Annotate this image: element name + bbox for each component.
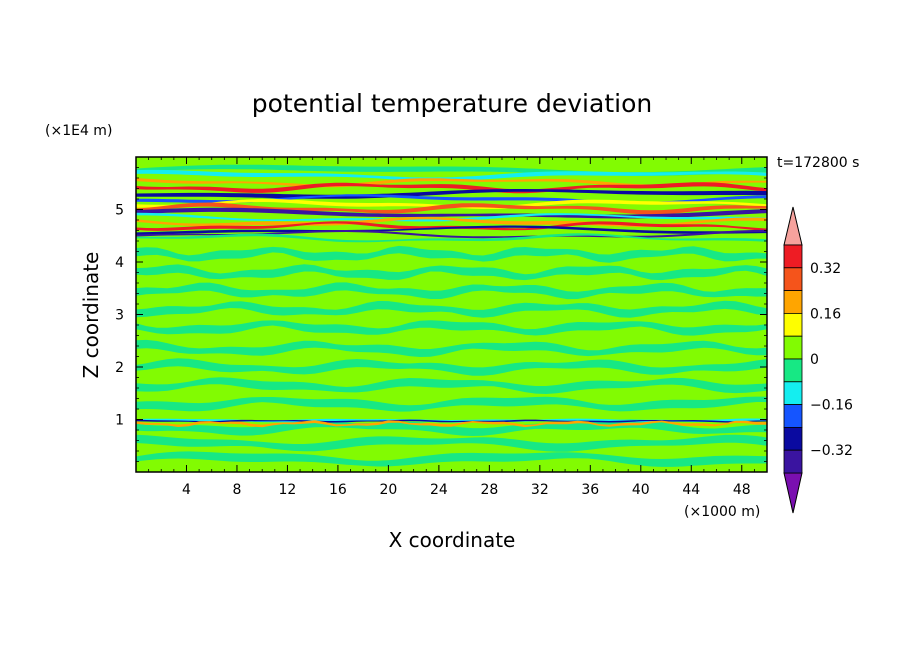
x-tick-label: 24 — [430, 482, 448, 498]
orange-streak — [136, 420, 767, 428]
colorbar-label: −0.32 — [810, 443, 853, 459]
y-tick-label: 4 — [115, 255, 124, 271]
colorbar-max-extend — [783, 206, 803, 246]
teal-streak — [136, 358, 767, 376]
blue-streak — [136, 419, 767, 423]
teal-streak — [136, 245, 767, 263]
teal-streak — [136, 320, 767, 336]
upper-layer-band — [136, 189, 767, 199]
teal-streak — [136, 282, 767, 300]
colorbar-swatch — [783, 449, 803, 474]
x-axis-unit: (×1000 m) — [684, 504, 760, 520]
colorbar-swatch — [783, 244, 803, 269]
teal-streak — [136, 451, 767, 467]
y-tick-label: 5 — [115, 203, 124, 219]
colorbar-swatch — [783, 290, 803, 314]
upper-layer-band — [136, 182, 767, 194]
colorbar-swatch — [783, 267, 803, 291]
upper-layer-band — [136, 169, 767, 181]
colorbar-swatch — [783, 381, 803, 405]
y-tick-label: 1 — [115, 413, 124, 429]
colorbar-swatch — [783, 426, 803, 451]
teal-streak — [136, 434, 767, 452]
y-axis-ticks: 1 2 3 4 5 — [115, 167, 767, 462]
y-tick-label: 2 — [115, 360, 124, 376]
x-tick-label: 28 — [480, 482, 498, 498]
time-label: t=172800 s — [777, 155, 859, 171]
colorbar-label: 0.16 — [810, 306, 841, 322]
colorbar-swatch — [783, 404, 803, 428]
colorbar-swatch — [783, 358, 803, 383]
teal-streak — [136, 300, 767, 318]
teal-streak — [136, 339, 767, 357]
x-tick-label: 36 — [581, 482, 599, 498]
x-tick-label: 40 — [632, 482, 650, 498]
x-tick-label: 48 — [733, 482, 751, 498]
x-axis-ticks: 4 8 12 16 20 24 28 32 36 40 44 48 — [148, 157, 755, 498]
y-tick-label: 3 — [115, 308, 124, 324]
upper-layer-band — [136, 225, 767, 235]
colorbar: 0.32 0.16 0 −0.16 −0.32 — [783, 206, 853, 514]
y-axis-unit: (×1E4 m) — [45, 123, 112, 139]
x-tick-label: 12 — [279, 482, 297, 498]
colorbar-label: 0.32 — [810, 261, 841, 277]
upper-layer-band — [136, 221, 767, 231]
colorbar-label: 0 — [810, 352, 819, 368]
upper-layer-band — [136, 233, 767, 243]
plot-area — [135, 156, 768, 473]
x-tick-label: 44 — [682, 482, 700, 498]
x-axis-label: X coordinate — [389, 528, 516, 552]
upper-layer-band — [136, 198, 767, 209]
x-tick-label: 32 — [531, 482, 549, 498]
teal-streak — [136, 377, 767, 394]
colorbar-swatch — [783, 312, 803, 337]
colorbar-swatch — [783, 335, 803, 360]
y-axis-label: Z coordinate — [79, 252, 103, 379]
teal-streak — [136, 396, 767, 412]
x-tick-label: 16 — [329, 482, 347, 498]
teal-streak — [136, 264, 767, 281]
x-tick-label: 8 — [232, 482, 241, 498]
x-tick-label: 20 — [379, 482, 397, 498]
colorbar-min-extend — [783, 472, 803, 514]
colorbar-label: −0.16 — [810, 398, 853, 414]
contour-field — [136, 164, 767, 467]
chart-title: potential temperature deviation — [252, 89, 652, 118]
upper-layer-band — [136, 212, 767, 222]
x-tick-label: 4 — [182, 482, 191, 498]
